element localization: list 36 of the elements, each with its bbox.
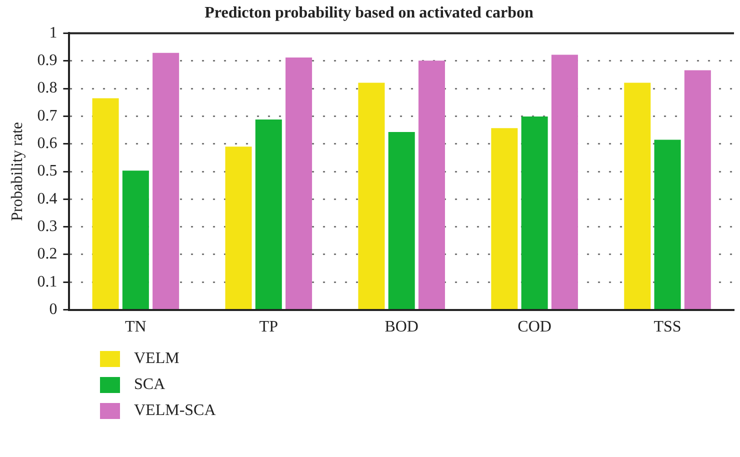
bar <box>255 120 282 310</box>
bar <box>152 52 180 310</box>
bar <box>551 54 578 310</box>
y-tick-label: 0 <box>49 301 58 318</box>
bar <box>418 60 445 310</box>
bar <box>521 116 548 310</box>
y-tick-label: 0.1 <box>37 273 58 290</box>
chart-title: Predicton probability based on activated carbon <box>204 4 534 22</box>
x-tick-label: TSS <box>654 318 682 336</box>
y-tick-label: 0.7 <box>37 107 58 124</box>
legend-label: SCA <box>134 376 166 394</box>
bar <box>684 70 711 310</box>
legend-label: VELM-SCA <box>134 402 216 420</box>
x-tick-label: BOD <box>384 318 418 336</box>
y-axis-title: Probability rate <box>8 122 26 222</box>
bar <box>225 146 252 310</box>
x-tick-label: TN <box>125 318 147 336</box>
y-tick-label: 0.9 <box>37 52 58 70</box>
bar <box>92 98 119 310</box>
x-tick-label: TP <box>259 318 278 336</box>
x-tick-label: COD <box>518 318 552 336</box>
bar <box>624 82 651 310</box>
y-tick-label: 0.5 <box>37 162 58 180</box>
bar <box>122 170 149 310</box>
bar <box>654 140 681 310</box>
legend-label: VELM <box>134 350 180 368</box>
y-tick-label: 0.6 <box>37 135 58 152</box>
y-tick-label: 0.4 <box>37 190 58 208</box>
y-tick-label: 0.8 <box>37 80 58 97</box>
bar <box>388 132 415 310</box>
bar <box>491 128 518 310</box>
y-tick-label: 0.3 <box>37 218 58 236</box>
bar <box>358 82 385 310</box>
bar <box>286 58 312 310</box>
y-tick-label: 1 <box>49 24 58 42</box>
y-tick-label: 0.2 <box>37 246 58 263</box>
